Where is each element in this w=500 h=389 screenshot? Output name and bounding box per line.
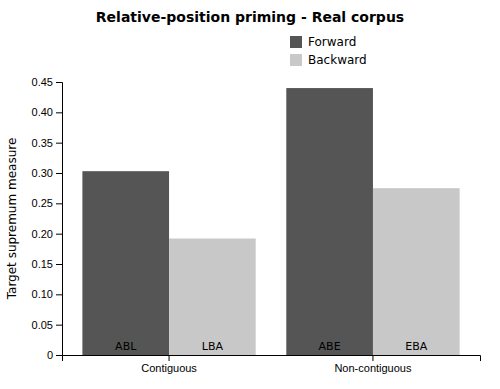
y-tick-label: 0.35 xyxy=(32,137,53,149)
y-tick: 0.25 xyxy=(32,197,62,209)
x-tick-label: Contiguous xyxy=(141,362,197,374)
y-tick-mark xyxy=(56,82,62,83)
y-tick-mark xyxy=(56,173,62,174)
x-tick-mark xyxy=(372,355,373,361)
y-tick: 0.40 xyxy=(32,106,62,118)
plot: ABL ABE LBA EBA 0 0.05 0.10 0.15 0.20 0.25 0.30 0.3… xyxy=(32,76,481,374)
legend-swatch xyxy=(290,36,302,48)
legend-item: Backward xyxy=(290,53,367,67)
y-tick: 0 xyxy=(47,349,62,361)
y-axis-title: Target supremum measure xyxy=(5,138,19,301)
x-axis: Contiguous Non-contiguous xyxy=(63,355,481,374)
x-tick: Contiguous xyxy=(141,355,197,374)
y-tick-mark xyxy=(56,203,62,204)
y-axis: 0 0.05 0.10 0.15 0.20 0.25 0.30 0.35 0.40 0.45 xyxy=(32,76,63,361)
y-tick-mark xyxy=(56,112,62,113)
bar xyxy=(373,188,460,355)
y-tick: 0.30 xyxy=(32,167,62,179)
bar-annotation: LBA xyxy=(202,340,224,353)
bar-annotations: ABL ABE LBA EBA xyxy=(115,340,428,353)
y-tick: 0.45 xyxy=(32,76,62,88)
y-tick: 0.10 xyxy=(32,288,62,300)
y-tick-mark xyxy=(56,234,62,235)
y-axis-line xyxy=(56,83,63,356)
x-tick-mark xyxy=(169,355,170,361)
y-tick-label: 0.05 xyxy=(32,319,53,331)
y-tick-mark xyxy=(56,143,62,144)
x-tick-label: Non-contiguous xyxy=(334,362,412,374)
legend-label: Backward xyxy=(308,53,367,67)
y-tick-label: 0.20 xyxy=(32,228,53,240)
y-tick-label: 0.25 xyxy=(32,197,53,209)
bars xyxy=(82,88,459,355)
y-tick-label: 0.40 xyxy=(32,106,53,118)
legend-item: Forward xyxy=(290,35,356,49)
y-tick-label: 0.45 xyxy=(32,76,53,88)
y-tick-mark xyxy=(56,325,62,326)
x-axis-line xyxy=(63,356,481,362)
y-tick-label: 0.15 xyxy=(32,258,53,270)
y-tick: 0.35 xyxy=(32,137,62,149)
legend: Forward Backward xyxy=(290,35,367,67)
y-tick-mark xyxy=(56,294,62,295)
title: Relative-position priming - Real corpus xyxy=(96,9,404,25)
chart: Relative-position priming - Real corpus A… xyxy=(0,0,500,389)
bar-annotation: EBA xyxy=(405,340,427,353)
y-tick: 0.15 xyxy=(32,258,62,270)
bar xyxy=(286,88,373,355)
x-tick: Non-contiguous xyxy=(334,355,412,374)
bar-annotation: ABE xyxy=(319,340,341,353)
y-tick: 0.20 xyxy=(32,228,62,240)
y-tick-label: 0.10 xyxy=(32,288,53,300)
legend-swatch xyxy=(290,54,302,66)
bar xyxy=(169,239,256,355)
y-tick: 0.05 xyxy=(32,319,62,331)
legend-label: Forward xyxy=(308,35,356,49)
y-tick-mark xyxy=(56,264,62,265)
y-tick-label: 0.30 xyxy=(32,167,53,179)
bar xyxy=(82,171,169,355)
bar-annotation: ABL xyxy=(115,340,137,353)
y-tick-label: 0 xyxy=(47,349,53,361)
y-tick-mark xyxy=(56,355,62,356)
